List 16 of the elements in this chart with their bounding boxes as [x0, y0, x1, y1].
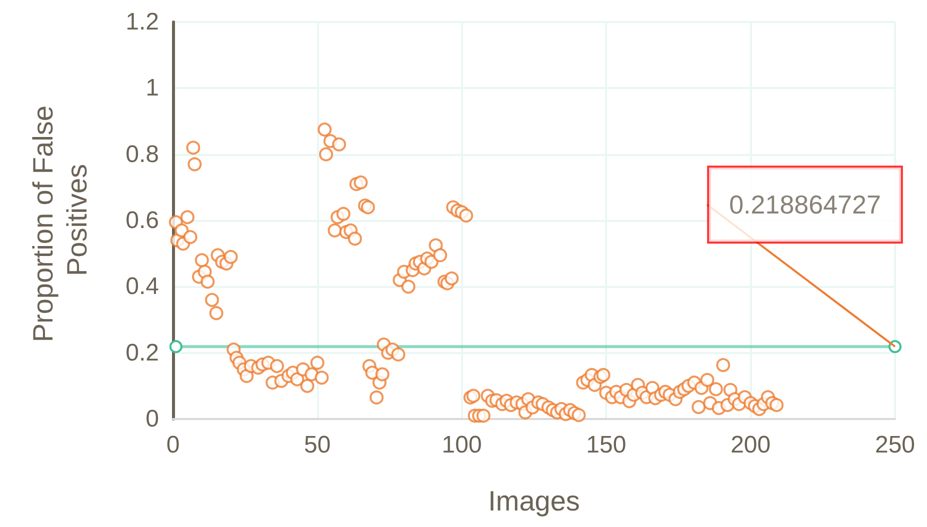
- x-tick-label: 150: [586, 432, 626, 458]
- x-tick-label: 250: [874, 432, 916, 458]
- y-tick-label: 0: [146, 406, 159, 432]
- x-tick-label: 100: [442, 432, 482, 458]
- y-tick-label: 0.6: [126, 207, 159, 234]
- y-tick-label: 1: [146, 74, 159, 102]
- x-tick-label: 200: [730, 432, 771, 458]
- y-axis-title: Proportion of False Positives: [28, 98, 92, 342]
- y-tick-label: 0.8: [126, 140, 159, 168]
- x-axis-title: Images: [488, 486, 580, 516]
- y-tick-label: 0.2: [126, 339, 159, 366]
- x-tick-label: 50: [304, 432, 331, 458]
- annotation: 0.218864727: [729, 190, 881, 220]
- y-tick-label: 0.4: [126, 273, 159, 300]
- y-tick-label: 1.2: [126, 8, 159, 36]
- x-tick-label: 0: [166, 432, 180, 458]
